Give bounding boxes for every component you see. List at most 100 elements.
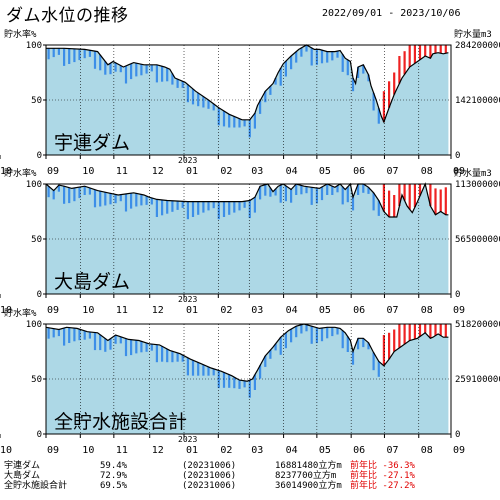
prev-year-bar [434, 188, 437, 215]
prev-year-bar [418, 184, 422, 196]
stat-percent: 72.9% [100, 471, 128, 481]
comparison-bar [217, 107, 220, 126]
x-tick-label: 04 [286, 166, 298, 177]
comparison-bar [171, 200, 174, 212]
x-tick-label: 07 [386, 166, 398, 177]
stat-yoy: 前年比 -27.2% [350, 481, 415, 491]
y2-axis-label: 貯水量m3 [454, 28, 492, 40]
y-tick-label: 100 [26, 320, 42, 330]
comparison-bar [119, 336, 122, 344]
comparison-bar [47, 327, 50, 339]
comparison-bar [336, 51, 339, 58]
comparison-bar [372, 352, 375, 371]
y-tick-label: 100 [26, 41, 42, 51]
x-tick-label: 01 [186, 166, 198, 177]
prev-year-bar [413, 184, 416, 208]
x-tick-label: 10 [82, 166, 94, 177]
y-tick-label: 50 [31, 96, 42, 106]
comparison-bar [362, 64, 365, 74]
prev-year-bar [382, 335, 385, 366]
prev-year-bar [429, 184, 432, 206]
comparison-bar [181, 201, 184, 208]
comparison-bar [217, 370, 220, 389]
comparison-bar [233, 116, 236, 128]
comparison-bar [202, 201, 205, 213]
comparison-bar [238, 201, 241, 211]
x-tick-label: 06 [353, 305, 365, 316]
comparison-bar [171, 73, 174, 85]
comparison-bar [377, 108, 380, 124]
y-axis-label: 貯水率% [4, 28, 37, 40]
x-tick-label: 06 [353, 445, 365, 456]
comparison-bar [295, 51, 298, 63]
prev-year-bar [434, 45, 437, 54]
comparison-bar [176, 352, 179, 362]
comparison-bar [222, 372, 226, 388]
stat-volume: 16881480立方m [275, 461, 342, 471]
prev-year-bar [418, 324, 422, 337]
comparison-bar [269, 350, 272, 359]
y2-tick-label: 0 [455, 151, 460, 161]
comparison-bar [145, 196, 148, 205]
comparison-bar [145, 343, 148, 352]
comparison-bar [78, 49, 81, 61]
date-range: 2022/09/01 - 2023/10/06 [322, 8, 461, 19]
comparison-bar [284, 332, 287, 349]
comparison-bar [119, 194, 122, 202]
chart-panel [0, 182, 452, 298]
stat-dam-name: 全貯水施設合計 [4, 481, 68, 491]
prev-year-bar [388, 332, 391, 360]
comparison-bar [104, 61, 107, 75]
x-tick-label: 10 [0, 305, 12, 316]
prev-year-bar [413, 324, 416, 339]
comparison-bar [326, 51, 329, 63]
y2-tick-label: 0 [455, 290, 460, 300]
stat-percent: 69.5% [100, 481, 128, 491]
comparison-bar [259, 100, 262, 114]
comparison-bar [161, 346, 164, 362]
comparison-bar [222, 111, 226, 127]
x-tick-label: 03 [251, 305, 263, 316]
comparison-bar [93, 189, 97, 208]
comparison-bar [300, 47, 303, 57]
prev-year-bar [403, 184, 406, 201]
stat-date: (20231006) [182, 461, 237, 471]
comparison-bar [197, 93, 200, 107]
comparison-bar [93, 332, 97, 351]
comparison-bar [243, 380, 246, 388]
comparison-bar [135, 340, 138, 354]
comparison-bar [140, 341, 143, 353]
prev-year-bar [408, 324, 411, 341]
comparison-bar [243, 201, 246, 208]
comparison-bar [176, 79, 179, 88]
prev-year-bar [382, 184, 385, 212]
comparison-bar [78, 329, 81, 341]
comparison-bar [73, 48, 76, 63]
x-tick-label: 11 [116, 305, 128, 316]
comparison-bar [166, 349, 169, 363]
comparison-bar [284, 61, 287, 77]
comparison-bar [99, 334, 102, 351]
comparison-bar [191, 89, 195, 105]
comparison-bar [135, 193, 138, 207]
comparison-bar [341, 186, 344, 205]
page-title: ダム水位の推移 [6, 6, 129, 26]
comparison-bar [248, 380, 251, 398]
comparison-bar [357, 184, 360, 195]
comparison-bar [114, 335, 117, 344]
prev-year-bar [429, 324, 432, 339]
comparison-bar [212, 103, 215, 111]
comparison-bar [130, 63, 133, 80]
y-tick-label: 50 [31, 375, 42, 385]
x-tick-label: 01 [186, 445, 198, 456]
comparison-bar [57, 185, 60, 192]
y-axis-label: 貯水率% [4, 307, 37, 319]
y2-tick-label: 5182000000 [455, 320, 500, 330]
comparison-bar [73, 328, 76, 342]
y2-tick-label: 2591000000 [455, 375, 500, 385]
comparison-bar [124, 65, 128, 84]
x-tick-label: 12 [152, 305, 164, 316]
comparison-bar [47, 186, 50, 198]
comparison-bar [124, 193, 128, 212]
stat-yoy: 前年比 -36.3% [350, 461, 415, 471]
